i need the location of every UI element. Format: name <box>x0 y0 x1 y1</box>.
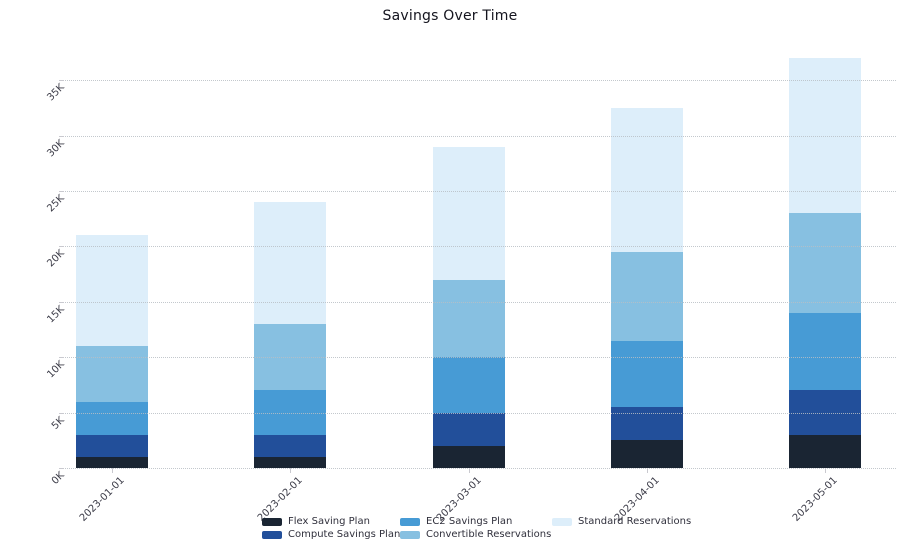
y-tick-label: 30K <box>45 137 67 160</box>
chart-title: Savings Over Time <box>382 8 518 24</box>
y-tick-mark <box>59 301 64 303</box>
bar-segment[interactable] <box>76 456 148 468</box>
bar-segment[interactable] <box>432 357 505 413</box>
x-tick-mark <box>112 468 113 473</box>
y-tick-label: 35K <box>45 82 67 104</box>
legend-swatch <box>262 531 282 539</box>
bar-segment[interactable] <box>789 390 861 435</box>
y-tick-label: 15K <box>45 303 67 326</box>
legend-column: EC2 Savings Plan Convertible Reservations <box>400 517 551 540</box>
legend-label: Standard Reservations <box>578 516 692 527</box>
legend-swatch <box>552 518 572 526</box>
x-tick-label: 2023-05-01 <box>790 475 840 524</box>
x-tick-label: 2023-01-01 <box>77 475 127 524</box>
bar-segment[interactable] <box>254 323 327 391</box>
x-tick-mark <box>646 468 648 473</box>
bar-segment[interactable] <box>432 412 505 446</box>
x-tick-mark <box>290 468 292 473</box>
legend-item[interactable]: Flex Saving Plan <box>262 517 400 527</box>
bar-segment[interactable] <box>610 440 683 468</box>
bar-segment[interactable] <box>254 434 327 457</box>
gridline <box>65 468 896 469</box>
bar-segment[interactable] <box>432 279 505 358</box>
legend-swatch <box>262 518 282 526</box>
legend-item[interactable]: Standard Reservations <box>552 517 691 527</box>
y-tick-mark <box>59 468 64 469</box>
legend-label: Convertible Reservations <box>426 529 552 540</box>
gridline <box>65 80 896 82</box>
bar-segment[interactable] <box>254 202 327 324</box>
bar-segment[interactable] <box>789 312 861 391</box>
bar-segment[interactable] <box>76 401 148 435</box>
y-tick-label: 25K <box>45 193 67 215</box>
y-tick-mark <box>59 191 64 192</box>
bar-segment[interactable] <box>254 390 327 435</box>
bar-segment[interactable] <box>76 346 148 402</box>
bar-segment[interactable] <box>432 445 505 468</box>
bar-segment[interactable] <box>76 434 148 457</box>
legend-label: Flex Saving Plan <box>288 516 370 527</box>
legend-column: Flex Saving Plan Compute Savings Plan <box>262 517 400 540</box>
legend-item[interactable]: EC2 Savings Plan <box>400 517 551 527</box>
y-tick-label: 0K <box>49 470 67 487</box>
x-tick-mark <box>468 468 470 473</box>
legend-item[interactable]: Convertible Reservations <box>400 530 551 540</box>
plot-area: 0K 5K 10K 15K 20K 25K 30K 35K 2023-01-01 2023-02-… <box>45 40 896 524</box>
legend-column: Standard Reservations <box>552 517 691 527</box>
y-tick-label: 10K <box>45 359 67 381</box>
bar-segment[interactable] <box>432 146 505 280</box>
y-tick-mark <box>59 80 64 82</box>
y-tick-mark <box>59 412 64 414</box>
gridline <box>65 135 896 137</box>
bar-segment[interactable] <box>610 251 683 341</box>
bar-segment[interactable] <box>789 58 861 214</box>
bar-segment[interactable] <box>610 407 683 441</box>
y-tick-label: 5K <box>49 414 67 432</box>
y-tick-mark <box>59 135 64 137</box>
legend-label: EC2 Savings Plan <box>426 516 513 527</box>
legend-swatch <box>400 518 420 526</box>
x-tick-mark <box>825 468 826 473</box>
bar-segment[interactable] <box>76 235 148 347</box>
y-tick-mark <box>59 357 64 359</box>
y-tick-mark <box>59 246 64 248</box>
legend-swatch <box>400 531 420 539</box>
y-tick-label: 20K <box>45 248 67 270</box>
bar-segment[interactable] <box>610 107 683 252</box>
legend-item[interactable]: Compute Savings Plan <box>262 530 400 540</box>
bar-segment[interactable] <box>789 213 861 313</box>
bar-segment[interactable] <box>789 434 861 468</box>
legend-label: Compute Savings Plan <box>288 529 401 540</box>
bar-segment[interactable] <box>610 340 683 408</box>
bar-segment[interactable] <box>254 456 327 468</box>
